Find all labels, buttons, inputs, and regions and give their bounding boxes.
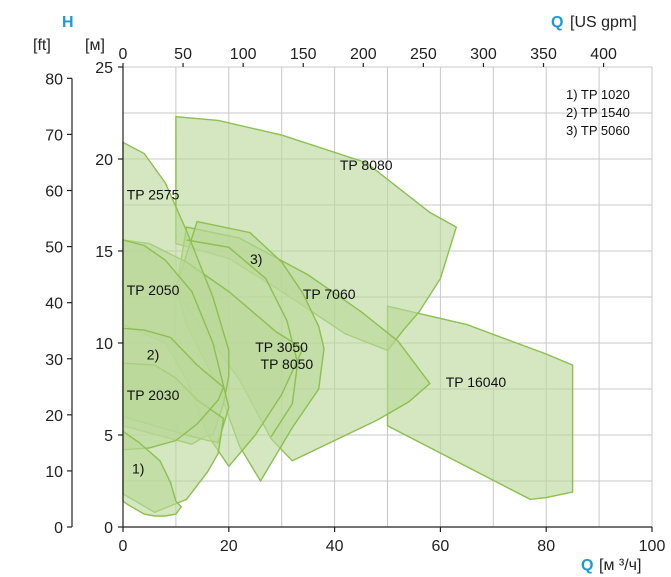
region-label: TP 2050 bbox=[127, 282, 180, 298]
region-label: 3) bbox=[250, 251, 262, 267]
y-axis-unit-ft: [ft] bbox=[33, 37, 51, 54]
region-label: TP 2030 bbox=[127, 387, 180, 403]
top-x-tick-label: 0 bbox=[119, 46, 128, 63]
top-x-tick-label: 200 bbox=[350, 46, 377, 63]
performance-regions bbox=[122, 115, 574, 517]
ft-tick-label: 20 bbox=[45, 408, 63, 425]
legend-item-3: 3) TP 5060 bbox=[566, 123, 630, 138]
top-x-tick-label: 150 bbox=[290, 46, 317, 63]
ft-tick-label: 40 bbox=[45, 296, 63, 313]
y-tick-label: 25 bbox=[95, 60, 113, 77]
region-label: TP 2575 bbox=[127, 186, 180, 202]
y-tick-label: 5 bbox=[104, 428, 113, 445]
region-label: TP 8080 bbox=[340, 157, 393, 173]
legend-item-2: 2) TP 1540 bbox=[566, 105, 630, 120]
x-tick-label: 100 bbox=[639, 538, 666, 555]
ft-tick-label: 50 bbox=[45, 240, 63, 257]
region-label: 1) bbox=[132, 461, 144, 477]
x-tick-label: 0 bbox=[119, 538, 128, 555]
y-tick-label: 20 bbox=[95, 152, 113, 169]
top-x-tick-label: 100 bbox=[230, 46, 257, 63]
y-tick-label: 15 bbox=[95, 244, 113, 261]
top-x-axis-unit: [US gpm] bbox=[570, 14, 637, 31]
top-x-tick-label: 250 bbox=[410, 46, 437, 63]
region-1 bbox=[122, 429, 183, 517]
y-tick-label: 0 bbox=[104, 520, 113, 537]
legend-item-1: 1) TP 1020 bbox=[566, 87, 630, 102]
legend: 1) TP 1020 2) TP 1540 3) TP 5060 bbox=[566, 87, 630, 138]
x-tick-label: 20 bbox=[220, 538, 238, 555]
x-tick-label: 80 bbox=[537, 538, 555, 555]
ft-tick-label: 80 bbox=[45, 71, 63, 88]
region-label: 2) bbox=[147, 347, 159, 363]
region-label: TP 16040 bbox=[446, 374, 507, 390]
y-tick-label: 10 bbox=[95, 336, 113, 353]
region-label: TP 7060 bbox=[303, 286, 356, 302]
top-x-tick-label: 400 bbox=[590, 46, 617, 63]
ft-tick-label: 60 bbox=[45, 184, 63, 201]
y-axis-unit-m: [м] bbox=[85, 37, 105, 54]
top-x-tick-label: 350 bbox=[530, 46, 557, 63]
region-tp-16040 bbox=[386, 305, 574, 501]
region-labels: TP 16040 TP 8080 TP 8050 TP 7060 TP 3050 TP 2… bbox=[127, 157, 507, 477]
ft-tick-label: 30 bbox=[45, 352, 63, 369]
top-x-tick-label: 300 bbox=[470, 46, 497, 63]
top-x-axis-symbol: Q bbox=[551, 14, 563, 31]
bottom-x-axis-symbol: Q bbox=[581, 557, 593, 574]
top-x-tick-label: 50 bbox=[174, 46, 192, 63]
y-axis-symbol: H bbox=[62, 14, 74, 31]
x-tick-label: 60 bbox=[432, 538, 450, 555]
bottom-x-axis-unit: [м ³/ч] bbox=[599, 557, 641, 574]
x-tick-label: 40 bbox=[326, 538, 344, 555]
curve-3 bbox=[186, 239, 299, 438]
ft-tick-label: 10 bbox=[45, 464, 63, 481]
region-label: TP 8050 bbox=[261, 356, 314, 372]
ft-tick-label: 70 bbox=[45, 127, 63, 144]
ft-tick-label: 0 bbox=[54, 520, 63, 537]
region-label: TP 3050 bbox=[255, 339, 308, 355]
